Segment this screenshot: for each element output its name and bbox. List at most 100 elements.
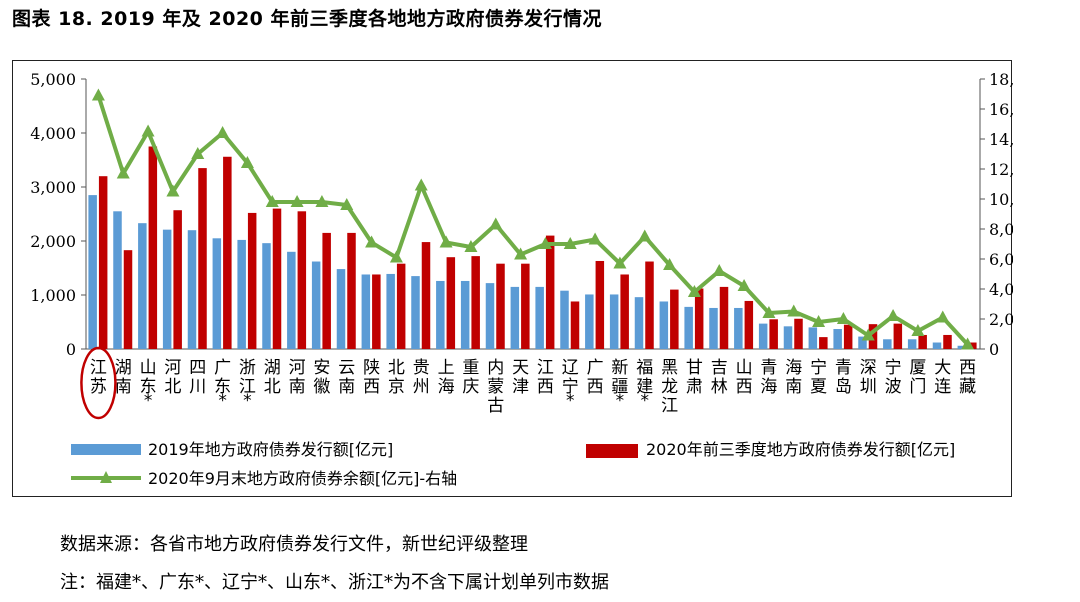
balance-marker <box>911 324 925 336</box>
category-label: 宁夏 <box>810 358 827 397</box>
bar-2020 <box>620 274 629 349</box>
balance-marker <box>687 285 701 297</box>
bar-2019 <box>386 273 395 349</box>
bar-2020 <box>521 263 530 349</box>
bar-2019 <box>113 211 122 349</box>
balance-marker <box>638 229 652 242</box>
balance-marker <box>290 195 304 207</box>
bar-2020 <box>868 324 878 349</box>
category-label: 内蒙古 <box>487 358 504 416</box>
balance-marker <box>961 337 975 350</box>
balance-marker <box>141 124 155 137</box>
bar-2020 <box>272 208 282 349</box>
balance-marker <box>91 88 105 101</box>
category-label: 厦门 <box>909 358 926 397</box>
bar-2020 <box>545 235 555 349</box>
legend-label-balance: 2020年9月末地方政府债券余额[亿元]-右轴 <box>148 469 457 488</box>
bar-2019 <box>187 230 197 349</box>
balance-marker <box>166 184 180 197</box>
balance-marker <box>365 235 379 248</box>
bar-2020 <box>496 263 505 349</box>
bar-2019 <box>808 327 818 349</box>
bar-2020 <box>123 250 133 349</box>
legend-label-2020: 2020年前三季度地方政府债券发行额[亿元] <box>646 440 955 459</box>
left-tick-label: 5,000 <box>30 70 76 89</box>
balance-marker <box>240 156 254 168</box>
balance-marker <box>613 256 627 269</box>
category-label: 福建* <box>636 358 653 411</box>
bar-2019 <box>162 229 172 349</box>
bar-2019 <box>237 239 246 349</box>
bar-2020 <box>918 334 927 349</box>
bar-2019 <box>287 251 296 349</box>
legend-marker <box>100 471 112 483</box>
balance-marker <box>116 166 130 179</box>
category-label: 西藏 <box>959 358 976 397</box>
bar-2019 <box>436 280 445 349</box>
balance-marker <box>216 126 230 138</box>
bar-2020 <box>471 256 480 349</box>
bar-2019 <box>460 280 470 349</box>
category-label: 大连 <box>934 358 951 397</box>
balance-marker <box>389 250 403 263</box>
bar-2020 <box>98 176 108 349</box>
bar-2019 <box>634 297 644 349</box>
bar-2020 <box>670 289 679 349</box>
bar-2020 <box>372 274 381 349</box>
bar-2019 <box>336 269 346 349</box>
bar-2020 <box>968 342 977 349</box>
category-label: 湖南 <box>115 358 132 397</box>
bar-2019 <box>585 294 594 349</box>
category-label: 青岛 <box>835 358 852 397</box>
bar-2020 <box>322 232 331 349</box>
bar-2019 <box>361 274 371 349</box>
right-tick-label: 10,000 <box>989 190 1013 209</box>
category-label: 河南 <box>289 358 306 397</box>
balance-marker <box>464 240 478 252</box>
bar-2020 <box>297 211 307 349</box>
bar-2019 <box>957 345 967 349</box>
bar-2020 <box>694 288 704 349</box>
category-label: 江苏 <box>90 358 107 397</box>
category-label: 浙江* <box>239 358 256 411</box>
balance-marker <box>762 306 776 318</box>
balance-marker <box>514 247 528 260</box>
bar-2019 <box>684 306 693 349</box>
bar-2019 <box>883 339 892 349</box>
bar-2020 <box>247 212 257 349</box>
category-label: 宁波 <box>885 358 902 397</box>
balance-marker <box>787 304 801 317</box>
balance-marker <box>414 178 428 191</box>
bar-2020 <box>570 301 580 349</box>
balance-marker <box>836 312 850 324</box>
left-tick-label: 1,000 <box>30 286 76 305</box>
bar-2019 <box>212 238 222 349</box>
legend-swatch-2019 <box>71 444 141 455</box>
balance-marker <box>538 237 552 249</box>
left-tick-label: 4,000 <box>30 124 76 143</box>
bar-2020 <box>396 263 406 349</box>
category-label: 上海 <box>438 358 455 397</box>
right-tick-label: 12,000 <box>989 160 1013 179</box>
category-label: 江西 <box>537 358 554 397</box>
balance-marker <box>663 258 677 270</box>
bar-2020 <box>645 261 654 349</box>
right-tick-label: 18,000 <box>989 70 1013 89</box>
category-label: 陕西 <box>363 358 380 397</box>
balance-marker <box>489 217 503 230</box>
right-tick-label: 2,000 <box>989 310 1013 329</box>
bar-2019 <box>535 286 544 349</box>
bar-2020 <box>843 324 853 349</box>
legend-swatch-2020 <box>586 444 638 458</box>
category-label: 贵州 <box>413 358 430 397</box>
balance-marker <box>340 198 354 210</box>
bar-2019 <box>758 323 768 349</box>
bar-2019 <box>609 294 619 349</box>
balance-marker <box>439 235 453 248</box>
right-tick-label: 4,000 <box>989 280 1013 299</box>
bar-2020 <box>173 210 182 349</box>
category-label: 广西 <box>587 358 604 397</box>
category-label: 安徽 <box>313 358 330 397</box>
bar-2019 <box>510 286 520 349</box>
balance-marker <box>861 328 875 341</box>
